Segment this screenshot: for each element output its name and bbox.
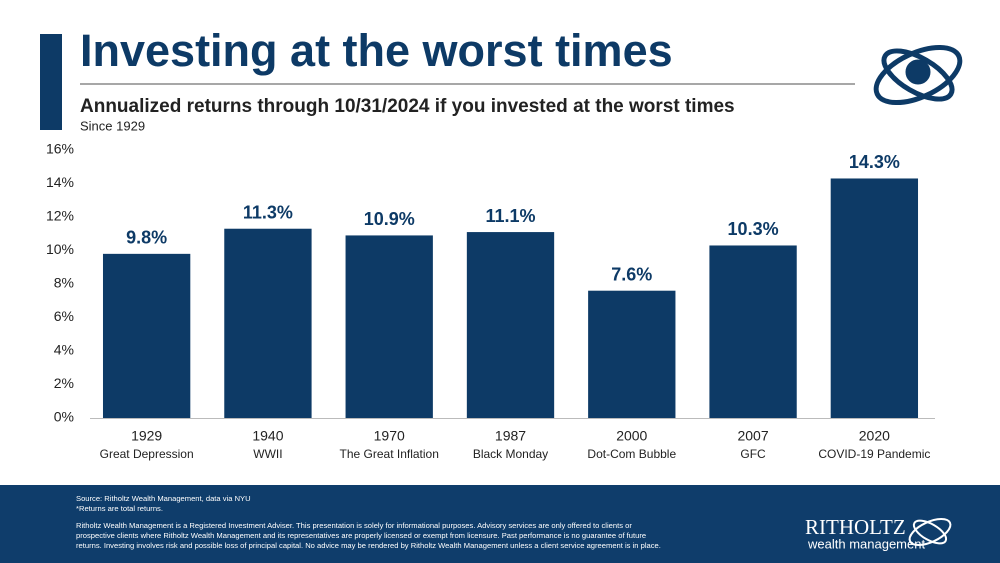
y-tick-label: 6% xyxy=(54,308,74,324)
x-tick-label: 1970 xyxy=(374,428,405,444)
y-tick-label: 4% xyxy=(54,342,74,358)
y-tick-label: 14% xyxy=(46,174,74,190)
value-label: 11.1% xyxy=(485,206,535,226)
value-label: 7.6% xyxy=(611,264,652,284)
value-label: 10.9% xyxy=(364,209,415,229)
y-tick-label: 8% xyxy=(54,275,74,291)
x-tick-description: COVID-19 Pandemic xyxy=(818,447,930,461)
disclaimer: Ritholtz Wealth Management is a Register… xyxy=(76,521,632,530)
disclaimer: prospective clients where Ritholtz Wealt… xyxy=(76,531,646,540)
bar xyxy=(345,235,433,418)
bar xyxy=(588,290,676,418)
y-tick-label: 0% xyxy=(54,409,74,425)
x-tick-label: 2020 xyxy=(859,428,890,444)
bar xyxy=(102,253,191,418)
footnote: *Returns are total returns. xyxy=(76,504,163,513)
bar xyxy=(709,245,797,418)
value-label: 9.8% xyxy=(126,228,167,248)
note: Since 1929 xyxy=(80,118,145,133)
value-label: 14.3% xyxy=(849,152,900,172)
x-tick-label: 1987 xyxy=(495,428,526,444)
bar xyxy=(466,232,555,418)
logo-bottom xyxy=(908,518,952,546)
x-tick-label: 2007 xyxy=(737,428,768,444)
accent-bar xyxy=(40,34,62,130)
subtitle: Annualized returns through 10/31/2024 if… xyxy=(80,96,735,117)
y-tick-label: 12% xyxy=(46,208,74,224)
x-tick-description: Black Monday xyxy=(473,447,548,461)
value-label: 10.3% xyxy=(728,219,779,239)
x-tick-description: The Great Inflation xyxy=(340,447,439,461)
x-tick-description: Dot-Com Bubble xyxy=(587,447,676,461)
logo-name: RITHOLTZ xyxy=(805,515,906,539)
y-tick-label: 10% xyxy=(46,241,74,257)
value-label: 11.3% xyxy=(243,202,293,222)
bar xyxy=(224,228,312,418)
footer-band xyxy=(0,485,1000,563)
title: Investing at the worst times xyxy=(80,25,673,76)
x-tick-description: WWII xyxy=(253,447,282,461)
x-tick-label: 2000 xyxy=(616,428,647,444)
x-tick-label: 1940 xyxy=(252,428,283,444)
bar xyxy=(830,178,919,418)
x-tick-description: Great Depression xyxy=(100,447,194,461)
y-tick-label: 2% xyxy=(54,375,74,391)
y-tick-label: 16% xyxy=(46,141,74,157)
logo-tagline: wealth management xyxy=(807,536,925,551)
logo-top xyxy=(873,44,963,106)
source: Source: Ritholtz Wealth Management, data… xyxy=(76,494,251,503)
x-tick-label: 1929 xyxy=(131,428,162,444)
disclaimer: returns. Investing involves risk and pos… xyxy=(76,541,661,550)
x-tick-description: GFC xyxy=(740,447,766,461)
